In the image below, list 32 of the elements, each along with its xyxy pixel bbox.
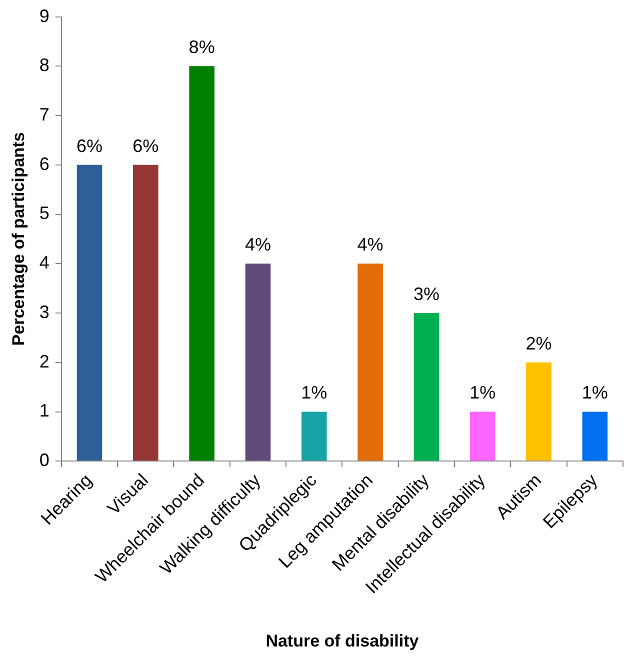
data-label: 4%: [357, 234, 384, 255]
bar: [133, 164, 158, 461]
y-tick-label: 3: [39, 302, 50, 322]
bar: [189, 66, 214, 461]
data-label: 6%: [76, 136, 102, 156]
bar: [301, 412, 327, 461]
bar: [358, 264, 383, 461]
bar: [582, 412, 608, 461]
data-label: 1%: [470, 382, 496, 403]
y-tick-label: 0: [39, 450, 50, 470]
bar: [526, 362, 552, 461]
data-label: 1%: [301, 382, 328, 403]
x-axis-title: Nature of disability: [266, 631, 420, 650]
y-tick-label: 9: [39, 6, 50, 26]
bar: [245, 264, 271, 461]
y-axis-title: Percentage of participants: [8, 132, 28, 346]
bar: [76, 164, 102, 461]
y-tick-label: 4: [39, 252, 50, 273]
y-tick-label: 5: [39, 203, 50, 224]
bar: [470, 412, 496, 461]
data-label: 8%: [188, 37, 215, 58]
data-label: 4%: [244, 234, 271, 255]
data-label: 6%: [132, 136, 159, 156]
y-tick-label: 7: [39, 104, 50, 125]
data-label: 1%: [582, 382, 608, 403]
y-tick-label: 1: [39, 400, 50, 421]
y-tick-label: 8: [39, 55, 50, 76]
data-label: 2%: [526, 333, 552, 354]
bar: [414, 313, 440, 461]
y-tick-label: 6: [39, 154, 50, 174]
data-label: 3%: [413, 284, 440, 304]
y-tick-label: 2: [39, 351, 50, 372]
